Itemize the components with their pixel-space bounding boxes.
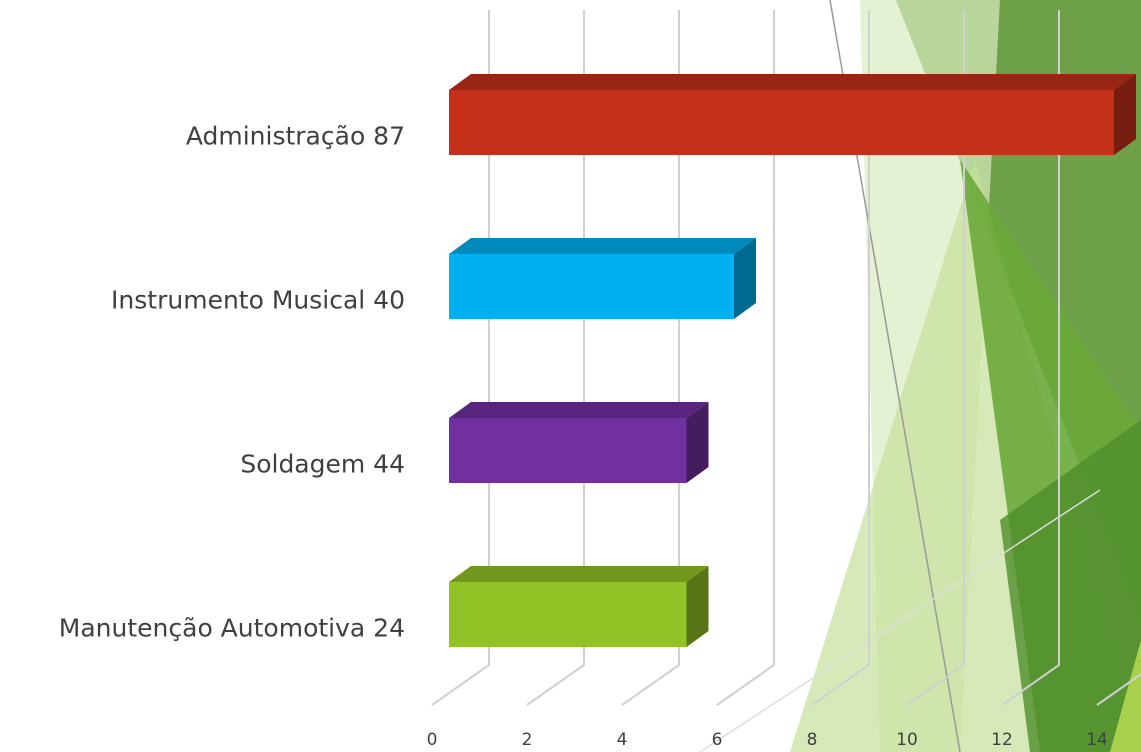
bar (449, 402, 709, 483)
grid-line (621, 10, 680, 706)
x-tick-label: 2 (522, 730, 533, 750)
bar (449, 238, 756, 319)
y-tick-label: Administração 87 (186, 122, 405, 151)
grid-line (906, 10, 965, 706)
bar (449, 74, 1136, 155)
bar (449, 566, 709, 647)
grid-line (431, 10, 490, 706)
y-tick-label: Soldagem 44 (240, 450, 405, 479)
x-tick-label: 4 (617, 730, 628, 750)
bar-face (1114, 74, 1136, 155)
bar-face (449, 74, 1136, 90)
bar-face (449, 418, 687, 483)
x-tick-label: 12 (991, 730, 1013, 750)
bar-face (449, 238, 756, 254)
x-tick-label: 10 (896, 730, 918, 750)
x-tick-label: 8 (807, 730, 818, 750)
grid-line (811, 10, 870, 706)
grid-line (716, 10, 775, 706)
grid-line (526, 10, 585, 706)
bar-face (449, 402, 709, 418)
y-tick-label: Instrumento Musical 40 (111, 286, 405, 315)
x-tick-label: 6 (712, 730, 723, 750)
y-tick-label: Manutenção Automotiva 24 (59, 614, 405, 643)
grid-line (1001, 10, 1060, 706)
grid-line (1096, 672, 1141, 706)
bar-face (449, 254, 734, 319)
bar-face (449, 90, 1114, 155)
x-tick-label: 14 (1086, 730, 1108, 750)
x-tick-label: 0 (427, 730, 438, 750)
bar-face (734, 238, 756, 319)
bar-face (686, 566, 709, 647)
bar-face (449, 582, 687, 647)
bar-face (686, 402, 709, 483)
bar-face (449, 566, 709, 582)
